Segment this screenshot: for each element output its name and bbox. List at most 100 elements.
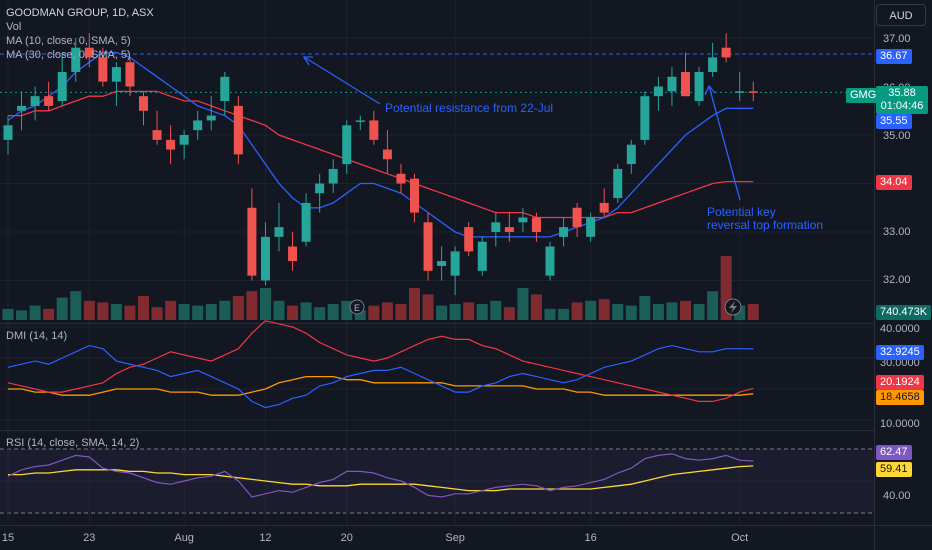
- candle-body: [301, 202, 311, 242]
- candle: [599, 188, 609, 218]
- candle-body: [667, 76, 677, 92]
- candle-body: [437, 261, 447, 266]
- ma30-line: [8, 90, 754, 219]
- candle-body: [125, 62, 135, 87]
- candle-body: [477, 241, 487, 271]
- candle: [504, 212, 514, 242]
- volume-bar: [639, 296, 651, 320]
- candle: [450, 246, 460, 296]
- rsi-band: [0, 449, 874, 513]
- volume-flash-icon[interactable]: [724, 298, 742, 316]
- plus-di-label: 32.9245: [876, 345, 924, 360]
- volume-bar: [327, 304, 339, 320]
- volume-bar: [354, 310, 366, 320]
- volume-bar: [598, 299, 610, 320]
- last-price-value: 35.88: [888, 87, 916, 99]
- moving-average-lines: [7, 51, 754, 238]
- candle-body: [233, 105, 243, 155]
- volume-bar: [83, 300, 95, 320]
- candle: [626, 139, 636, 174]
- volume-bar: [110, 304, 122, 320]
- candlestick-series: [3, 33, 758, 296]
- volume-bar: [205, 304, 217, 320]
- candle-body: [410, 178, 419, 213]
- candle: [111, 62, 121, 106]
- volume-bar: [97, 302, 109, 320]
- volume-bar: [124, 305, 136, 320]
- volume-bar: [693, 304, 705, 320]
- plus-di-line: [7, 344, 754, 409]
- candle-body: [17, 105, 27, 111]
- ma10-line: [7, 51, 754, 238]
- candle: [84, 33, 94, 68]
- candle-body: [274, 227, 284, 237]
- earnings-icon[interactable]: E: [349, 299, 365, 315]
- volume-bar: [612, 304, 624, 320]
- rsi-tick: 40.00: [883, 490, 911, 502]
- candle-body: [464, 227, 474, 252]
- volume-bar: [747, 304, 759, 320]
- candle-body: [572, 207, 582, 228]
- candle: [233, 96, 243, 165]
- rsi-ma-value-label: 59.41: [876, 462, 912, 477]
- candle-body: [220, 76, 230, 102]
- volume-bar: [585, 300, 597, 320]
- candle-body: [531, 217, 541, 232]
- currency-button[interactable]: AUD: [876, 4, 926, 26]
- volume-bar: [625, 305, 637, 320]
- volume-bar: [259, 288, 271, 320]
- volume-bar: [476, 304, 488, 320]
- candle: [694, 67, 704, 106]
- volume-bar: [490, 300, 502, 320]
- volume-bar: [734, 305, 746, 320]
- ma10-legend[interactable]: MA (10, close, 0, SMA, 5): [6, 35, 131, 47]
- price-tick: 33.00: [883, 226, 911, 238]
- grid-lines: [0, 0, 874, 525]
- rsi-title[interactable]: RSI (14, close, SMA, 14, 2): [6, 437, 140, 449]
- candle: [301, 193, 311, 247]
- rsi-lines: [0, 449, 874, 513]
- volume-bar: [151, 307, 163, 320]
- candle-body: [84, 47, 94, 58]
- candle: [328, 159, 338, 194]
- candle: [708, 42, 718, 77]
- reversal-annotation-line2[interactable]: reversal top formation: [707, 218, 824, 232]
- time-tick: 12: [259, 532, 272, 544]
- volume-bars: [2, 256, 759, 320]
- volume-bar: [314, 307, 326, 320]
- candle-body: [748, 91, 758, 93]
- ma30-legend[interactable]: MA (30, close, 0, SMA, 5): [6, 49, 131, 61]
- symbol-title[interactable]: GOODMAN GROUP, 1D, ASX: [6, 7, 154, 19]
- candle-body: [599, 202, 609, 213]
- candle-body: [626, 144, 636, 165]
- candle: [369, 110, 379, 145]
- volume-bar: [544, 308, 556, 320]
- ticker-label: GMG: [846, 88, 881, 103]
- volume-bar: [463, 302, 475, 320]
- candle-body: [328, 168, 338, 184]
- reversal-annotation-line1[interactable]: Potential key: [707, 205, 776, 219]
- candle: [410, 173, 419, 223]
- candle: [220, 71, 230, 116]
- time-tick: 16: [584, 532, 597, 544]
- time-tick: Oct: [731, 532, 749, 544]
- last-price-label: 35.88 01:04:46: [876, 86, 928, 114]
- volume-bar: [558, 308, 570, 320]
- adx-line: [8, 375, 754, 396]
- candle: [640, 91, 650, 145]
- resistance-annotation[interactable]: Potential resistance from 22-Jul: [385, 101, 554, 115]
- resistance-price-label: 36.67: [876, 49, 912, 64]
- volume-bar: [43, 308, 55, 320]
- candle-body: [735, 91, 745, 93]
- candle-body: [694, 71, 704, 102]
- volume-legend[interactable]: Vol: [6, 21, 22, 33]
- candle-body: [139, 96, 148, 111]
- candle-body: [355, 120, 365, 122]
- candle-body: [315, 183, 325, 194]
- dmi-title[interactable]: DMI (14, 14): [6, 330, 68, 342]
- candle-body: [193, 120, 203, 131]
- candle-body: [260, 236, 270, 281]
- price-tick: 37.00: [883, 33, 911, 45]
- candle: [166, 125, 176, 165]
